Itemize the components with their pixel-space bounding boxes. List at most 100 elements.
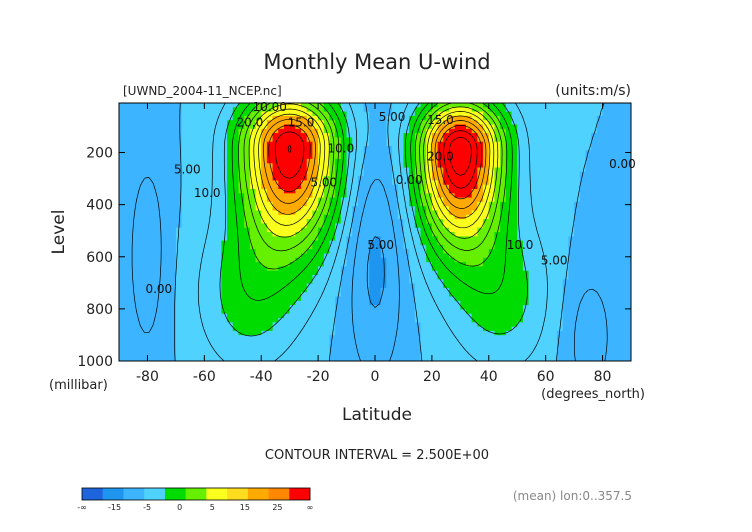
field-cell bbox=[357, 150, 365, 156]
field-cell bbox=[301, 103, 308, 108]
field-cell bbox=[471, 249, 478, 255]
field-cell bbox=[403, 150, 410, 156]
field-cell bbox=[158, 257, 166, 263]
field-cell bbox=[272, 111, 279, 117]
field-cell bbox=[500, 249, 507, 255]
field-cell bbox=[375, 232, 382, 237]
field-cell bbox=[249, 322, 257, 328]
field-cell bbox=[534, 305, 541, 310]
field-cell bbox=[255, 137, 262, 143]
field-cell bbox=[170, 300, 177, 306]
field-cell bbox=[266, 189, 274, 194]
field-cell bbox=[289, 167, 296, 173]
field-cell bbox=[414, 120, 422, 126]
field-cell bbox=[545, 206, 552, 212]
field-cell bbox=[363, 240, 370, 246]
field-cell bbox=[477, 232, 484, 237]
field-cell bbox=[158, 262, 166, 267]
field-cell bbox=[477, 150, 484, 156]
field-cell bbox=[175, 275, 183, 280]
field-cell bbox=[585, 253, 592, 259]
field-cell bbox=[500, 167, 507, 173]
field-cell bbox=[295, 275, 302, 280]
field-cell bbox=[187, 249, 194, 255]
field-cell bbox=[511, 244, 518, 250]
field-cell bbox=[426, 244, 433, 250]
field-cell bbox=[539, 262, 547, 267]
field-cell bbox=[244, 287, 251, 293]
field-cell bbox=[443, 305, 450, 310]
field-cell bbox=[392, 150, 399, 156]
field-cell bbox=[397, 133, 405, 138]
field-cell bbox=[187, 171, 194, 177]
field-cell bbox=[221, 343, 228, 349]
field-cell bbox=[306, 189, 314, 194]
field-cell bbox=[363, 348, 370, 353]
field-cell bbox=[511, 154, 518, 160]
field-cell bbox=[511, 236, 518, 242]
field-cell bbox=[517, 206, 524, 212]
field-cell bbox=[170, 309, 177, 315]
field-cell bbox=[392, 296, 399, 302]
field-cell bbox=[130, 107, 137, 113]
field-cell bbox=[483, 296, 490, 302]
field-cell bbox=[283, 283, 291, 289]
field-cell bbox=[221, 356, 228, 361]
field-cell bbox=[141, 146, 149, 151]
field-cell bbox=[511, 300, 518, 306]
field-cell bbox=[483, 292, 490, 298]
field-cell bbox=[141, 227, 149, 233]
field-cell bbox=[147, 335, 154, 341]
field-cell bbox=[164, 146, 171, 151]
field-cell bbox=[431, 184, 439, 190]
field-cell bbox=[232, 249, 240, 255]
field-cell bbox=[357, 257, 365, 263]
field-cell bbox=[551, 283, 558, 289]
field-cell bbox=[534, 184, 541, 190]
field-cell bbox=[329, 305, 336, 310]
field-cell bbox=[380, 167, 387, 173]
field-cell bbox=[557, 309, 564, 315]
field-cell bbox=[147, 244, 154, 250]
field-cell bbox=[363, 287, 370, 293]
field-cell bbox=[119, 115, 126, 121]
field-cell bbox=[420, 167, 427, 173]
field-cell bbox=[380, 330, 387, 336]
field-cell bbox=[181, 115, 188, 121]
field-cell bbox=[181, 348, 188, 353]
field-cell bbox=[187, 103, 194, 108]
field-cell bbox=[522, 158, 530, 164]
field-cell bbox=[329, 240, 336, 246]
field-cell bbox=[255, 128, 262, 134]
field-cell bbox=[431, 167, 439, 173]
field-cell bbox=[431, 111, 439, 117]
field-cell bbox=[266, 348, 274, 353]
field-cell bbox=[551, 287, 558, 293]
field-cell bbox=[238, 128, 245, 134]
field-cell bbox=[124, 309, 131, 315]
field-cell bbox=[192, 111, 200, 117]
field-cell bbox=[500, 313, 507, 319]
field-cell bbox=[420, 313, 427, 319]
field-cell bbox=[585, 326, 592, 332]
field-cell bbox=[335, 318, 342, 323]
field-cell bbox=[249, 223, 257, 229]
field-cell bbox=[283, 107, 291, 113]
field-cell bbox=[301, 141, 308, 147]
field-cell bbox=[266, 115, 274, 121]
field-cell bbox=[158, 158, 166, 164]
field-cell bbox=[249, 154, 257, 160]
field-cell bbox=[261, 133, 268, 138]
field-cell bbox=[392, 232, 399, 237]
field-cell bbox=[363, 146, 370, 151]
field-cell bbox=[460, 313, 467, 319]
field-cell bbox=[215, 154, 222, 160]
field-cell bbox=[431, 326, 439, 332]
field-cell bbox=[238, 163, 245, 169]
field-cell bbox=[249, 163, 257, 169]
field-cell bbox=[505, 115, 513, 121]
field-cell bbox=[528, 236, 535, 242]
field-cell bbox=[272, 322, 279, 328]
field-cell bbox=[318, 257, 325, 263]
